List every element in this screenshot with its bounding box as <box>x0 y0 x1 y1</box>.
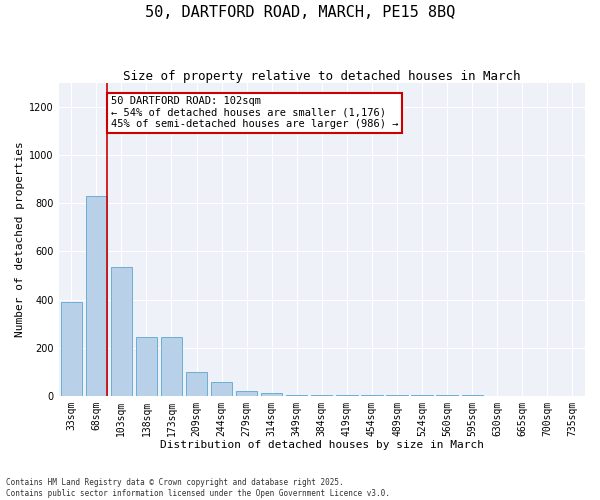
Bar <box>336 395 358 396</box>
Bar <box>261 394 283 396</box>
Bar <box>311 395 332 396</box>
Bar <box>136 337 157 396</box>
Bar <box>161 337 182 396</box>
Bar <box>61 302 82 396</box>
Bar <box>286 394 307 396</box>
Title: Size of property relative to detached houses in March: Size of property relative to detached ho… <box>123 70 521 83</box>
Bar <box>211 382 232 396</box>
X-axis label: Distribution of detached houses by size in March: Distribution of detached houses by size … <box>160 440 484 450</box>
Bar <box>86 196 107 396</box>
Bar <box>110 267 132 396</box>
Bar <box>186 372 207 396</box>
Y-axis label: Number of detached properties: Number of detached properties <box>15 142 25 337</box>
Text: 50, DARTFORD ROAD, MARCH, PE15 8BQ: 50, DARTFORD ROAD, MARCH, PE15 8BQ <box>145 5 455 20</box>
Bar <box>236 392 257 396</box>
Text: Contains HM Land Registry data © Crown copyright and database right 2025.
Contai: Contains HM Land Registry data © Crown c… <box>6 478 390 498</box>
Text: 50 DARTFORD ROAD: 102sqm
← 54% of detached houses are smaller (1,176)
45% of sem: 50 DARTFORD ROAD: 102sqm ← 54% of detach… <box>110 96 398 130</box>
